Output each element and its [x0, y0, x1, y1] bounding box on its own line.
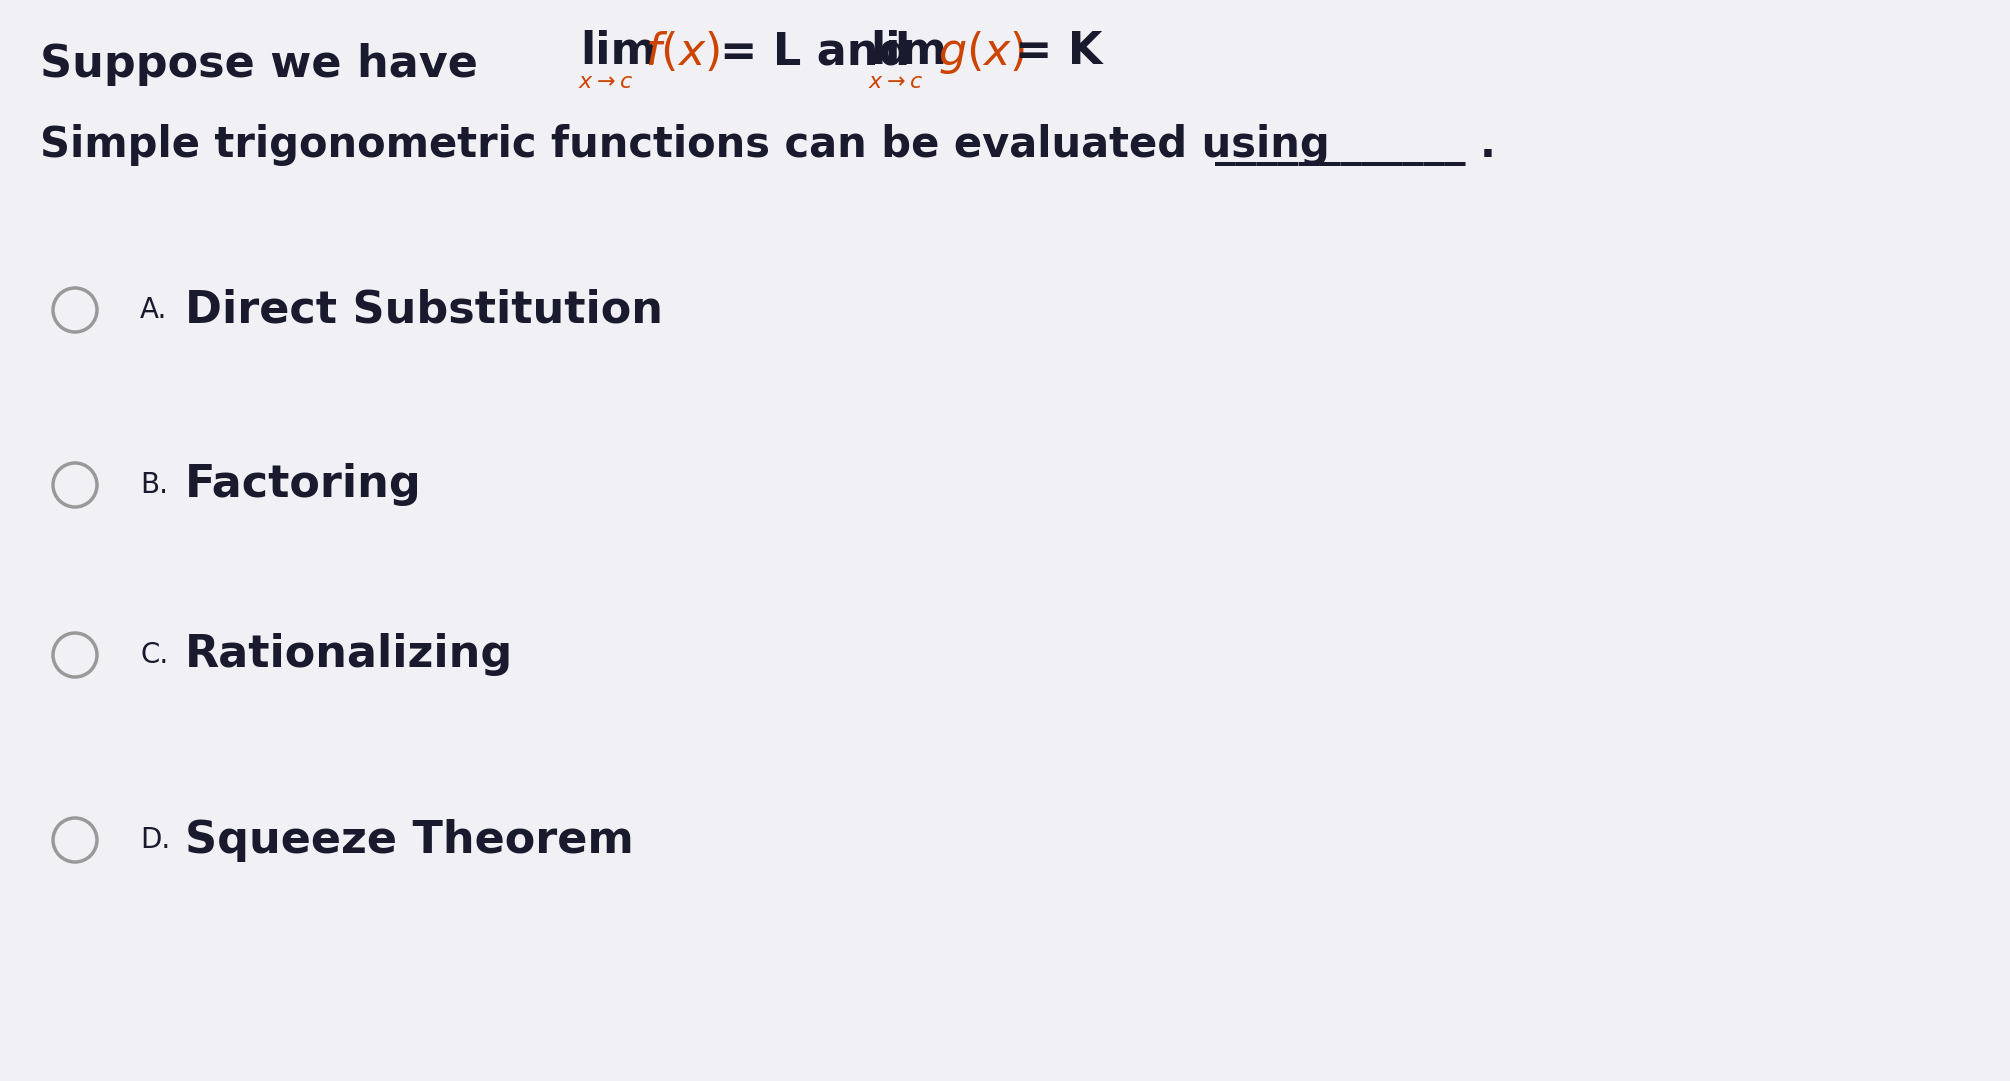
- Text: Simple trigonometric functions can be evaluated using: Simple trigonometric functions can be ev…: [40, 124, 1345, 166]
- Text: A.: A.: [141, 296, 167, 324]
- Text: .: .: [1479, 124, 1495, 166]
- Text: D.: D.: [141, 826, 171, 854]
- Text: $x \to c$: $x \to c$: [579, 72, 633, 92]
- Text: $x \to c$: $x \to c$: [868, 72, 923, 92]
- Text: = L and: = L and: [720, 30, 911, 74]
- Text: $f(x)$: $f(x)$: [645, 30, 720, 74]
- Text: = K: = K: [1015, 30, 1101, 74]
- Text: Factoring: Factoring: [185, 464, 422, 507]
- Text: lim: lim: [870, 30, 947, 74]
- Text: B.: B.: [141, 471, 169, 499]
- Text: Direct Substitution: Direct Substitution: [185, 289, 663, 332]
- Text: ____________: ____________: [1214, 124, 1465, 166]
- Text: Squeeze Theorem: Squeeze Theorem: [185, 818, 633, 862]
- Text: C.: C.: [141, 641, 169, 669]
- Text: Rationalizing: Rationalizing: [185, 633, 513, 677]
- Text: $g(x)$: $g(x)$: [939, 28, 1025, 76]
- Text: lim: lim: [581, 30, 657, 74]
- Text: Suppose we have: Suppose we have: [40, 43, 492, 86]
